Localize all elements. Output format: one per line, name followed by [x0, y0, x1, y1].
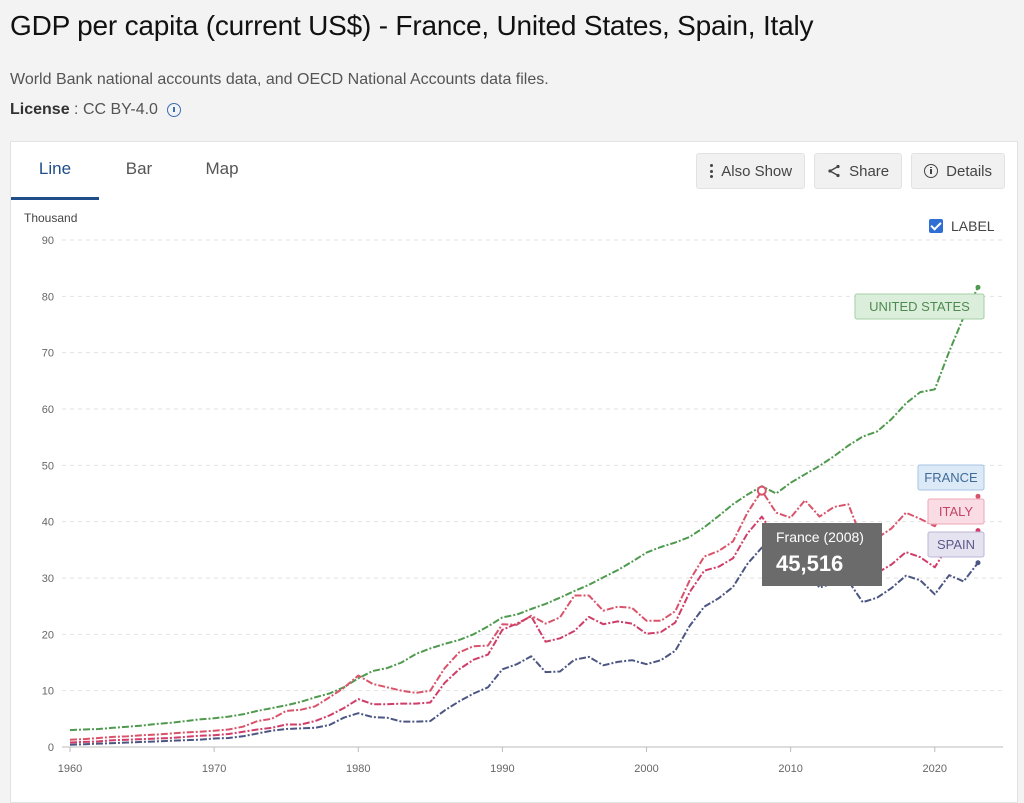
also-show-button[interactable]: Also Show	[696, 153, 806, 189]
y-tick-label: 30	[42, 573, 54, 585]
chart-panel: Line Bar Map Also Show Share Details	[10, 141, 1018, 803]
series-label-box-france	[917, 464, 985, 491]
y-axis: 0 10 20 30 40 50 60 70 80 90	[42, 235, 54, 754]
series-line-united_states[interactable]	[69, 286, 979, 732]
tooltip: France (2008) 45,516	[762, 523, 882, 586]
y-tick-label: 10	[42, 686, 54, 698]
series-end-point-spain	[975, 560, 981, 566]
series-label-france: FRANCE	[924, 470, 978, 485]
share-icon	[827, 164, 841, 178]
series-end-point-united_states	[975, 284, 981, 290]
chart-toolbar: Also Show Share Details	[696, 153, 1005, 189]
series-label-united_states: UNITED STATES	[869, 299, 970, 314]
tooltip-value: 45,516	[776, 551, 844, 576]
details-label: Details	[946, 162, 992, 180]
license-value: CC BY-4.0	[82, 101, 158, 118]
series-label-box-united_states	[854, 293, 985, 320]
page-title: GDP per capita (current US$) - France, U…	[10, 10, 814, 41]
label-toggle-text: LABEL	[951, 218, 995, 234]
highlighted-point[interactable]	[756, 485, 767, 496]
x-tick-label: 2020	[923, 763, 947, 775]
details-button[interactable]: Details	[911, 153, 1005, 189]
y-tick-label: 90	[42, 235, 54, 247]
series-label-box-italy	[927, 498, 985, 525]
series-label-box-spain	[927, 531, 985, 558]
license-line: License : CC BY-4.0	[10, 101, 181, 119]
y-tick-label: 40	[42, 517, 54, 529]
y-tick-label: 20	[42, 629, 54, 641]
share-label: Share	[849, 162, 890, 180]
tab-map[interactable]: Map	[205, 159, 239, 178]
x-axis: 1960 1970 1980 1990 2000 2010 2020	[58, 747, 947, 775]
series-lines	[69, 284, 981, 746]
tab-bar[interactable]: Bar	[125, 159, 153, 178]
y-tick-label: 80	[42, 291, 54, 303]
label-checkbox[interactable]	[929, 219, 943, 233]
vertical-dots-icon	[709, 164, 714, 178]
series-label-spain: SPAIN	[937, 537, 975, 552]
x-tick-label: 1970	[202, 763, 226, 775]
y-tick-label: 60	[42, 404, 54, 416]
license-separator: :	[69, 101, 83, 118]
license-key: License	[10, 101, 70, 118]
info-icon[interactable]	[166, 103, 181, 117]
share-button[interactable]: Share	[814, 153, 903, 189]
details-info-icon	[924, 164, 939, 178]
also-show-label: Also Show	[721, 162, 793, 180]
x-tick-label: 2000	[634, 763, 658, 775]
x-tick-label: 2010	[778, 763, 802, 775]
x-tick-label: 1980	[346, 763, 370, 775]
y-tick-label: 0	[48, 742, 54, 754]
chart-tabs: Line Bar Map	[11, 142, 265, 200]
y-tick-label: 70	[42, 348, 54, 360]
tab-line[interactable]: Line	[11, 142, 99, 200]
x-tick-label: 1990	[490, 763, 514, 775]
series-label-italy: ITALY	[939, 504, 974, 519]
label-toggle[interactable]: LABEL	[929, 218, 995, 234]
x-tick-label: 1960	[58, 763, 82, 775]
y-tick-label: 50	[42, 460, 54, 472]
tooltip-label: France (2008)	[776, 529, 864, 545]
series-end-point-france	[975, 493, 981, 499]
page-subtitle: World Bank national accounts data, and O…	[10, 71, 549, 88]
series-labels: UNITED STATES FRANCE ITALY SPAIN	[854, 293, 985, 558]
y-axis-unit-label: Thousand	[24, 211, 77, 225]
